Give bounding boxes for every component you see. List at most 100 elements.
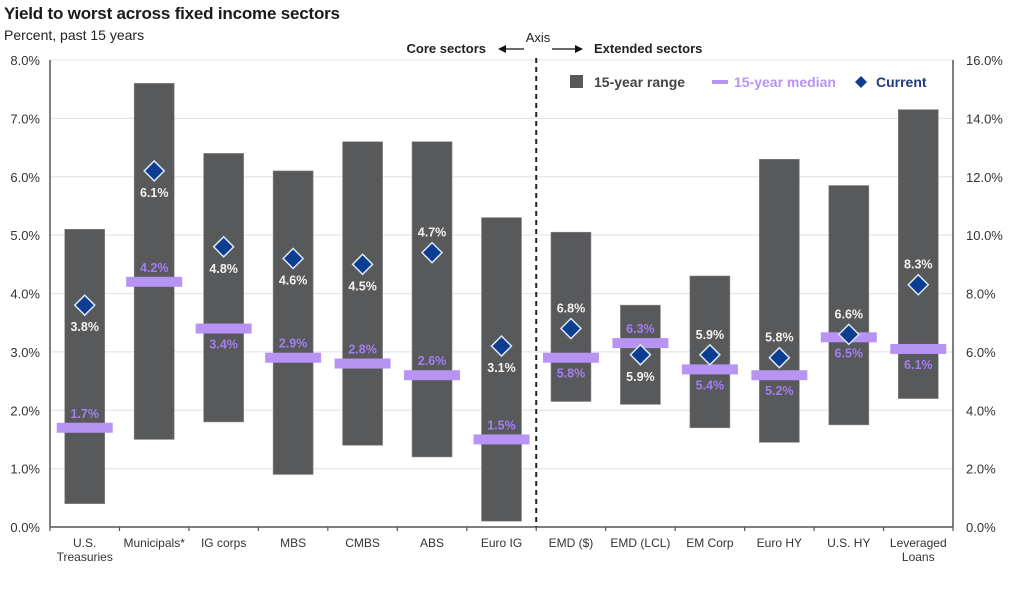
left-axis-tick-label: 2.0% (10, 403, 40, 418)
left-axis-tick-label: 8.0% (10, 53, 40, 68)
left-axis-tick-label: 7.0% (10, 111, 40, 126)
current-label: 6.6% (835, 307, 864, 321)
median-label: 2.8% (348, 343, 377, 357)
current-label: 6.1% (140, 186, 169, 200)
range-bar (64, 228, 106, 504)
median-marker (265, 352, 322, 363)
left-axis-tick-label: 6.0% (10, 170, 40, 185)
legend: 15-year range 15-year median Current (570, 74, 927, 90)
median-marker (334, 358, 391, 369)
range-bar (759, 158, 800, 443)
category-label: U.S. (73, 536, 96, 550)
legend-range-label: 15-year range (594, 74, 685, 90)
median-marker (56, 422, 113, 433)
current-marker (420, 241, 444, 264)
left-arrow-icon (498, 45, 506, 53)
range-bar (828, 185, 870, 426)
median-marker (542, 352, 599, 363)
range-bar (481, 217, 522, 522)
category-label: IG corps (201, 536, 246, 550)
current-markers (73, 159, 930, 369)
left-axis-tick-label: 0.0% (10, 520, 40, 535)
current-marker (837, 323, 860, 346)
range-bar (550, 231, 592, 402)
right-axis-tick-label: 8.0% (966, 287, 996, 302)
axis-annotation: Core sectors Extended sectors Axis (407, 30, 703, 56)
current-marker (351, 253, 374, 276)
category-label: U.S. HY (827, 536, 870, 550)
category-label: EMD ($) (549, 536, 594, 550)
current-label: 3.8% (70, 320, 99, 334)
legend-current-swatch (855, 76, 867, 88)
range-bar (203, 153, 244, 423)
legend-range-swatch (570, 75, 583, 88)
median-marker (126, 276, 183, 287)
current-label: 5.9% (696, 328, 725, 342)
median-marker (751, 370, 808, 381)
legend-current-label: Current (876, 74, 927, 90)
median-label: 3.4% (209, 338, 238, 352)
median-label: 5.2% (765, 384, 794, 398)
current-marker (212, 235, 235, 258)
range-bar (133, 83, 175, 440)
current-label: 8.3% (904, 258, 933, 272)
range-bar (897, 109, 939, 399)
median-marker (195, 323, 252, 334)
median-marker (612, 338, 669, 349)
current-label: 3.1% (487, 361, 516, 375)
category-label: EM Corp (686, 536, 734, 550)
data-labels: 1.7% 3.8% 4.2% 6.1% 3.4% 4.8% 2.9% 4.6% 2.8% 4.5%… (70, 186, 932, 433)
gridlines (50, 59, 953, 470)
right-axis-tick-label: 0.0% (966, 520, 996, 535)
left-axis-tick-label: 4.0% (10, 287, 40, 302)
axis-label: Axis (526, 30, 551, 45)
right-axis-tick-label: 10.0% (966, 228, 1003, 243)
extended-sectors-label: Extended sectors (594, 41, 702, 56)
chart-title: Yield to worst across fixed income secto… (4, 4, 340, 23)
right-axis-tick-label: 16.0% (966, 53, 1003, 68)
category-label: Loans (902, 550, 935, 564)
current-marker (559, 317, 583, 340)
category-label: EMD (LCL) (610, 536, 670, 550)
current-label: 5.8% (765, 331, 794, 345)
current-marker (768, 346, 791, 369)
median-label: 2.6% (418, 354, 447, 368)
legend-median-swatch (712, 80, 728, 84)
right-axis-tick-label: 4.0% (966, 403, 996, 418)
left-axis-tick-label: 5.0% (10, 228, 40, 243)
category-label: Leveraged (890, 536, 947, 550)
range-bar (272, 170, 314, 475)
median-label: 6.5% (835, 346, 864, 360)
category-label: Treasuries (57, 550, 113, 564)
median-label: 4.2% (140, 261, 169, 275)
median-label: 1.5% (487, 418, 516, 432)
median-label: 6.1% (904, 358, 933, 372)
median-marker (681, 364, 738, 375)
right-axis-tick-label: 12.0% (966, 170, 1003, 185)
right-arrow-icon (575, 45, 583, 53)
left-axis-tick-label: 3.0% (10, 345, 40, 360)
right-axis-tick-label: 2.0% (966, 462, 996, 477)
median-marker (404, 370, 461, 381)
category-label: CMBS (345, 536, 380, 550)
current-label: 4.7% (418, 226, 447, 240)
current-marker (907, 273, 930, 296)
current-marker (143, 159, 166, 182)
category-label: Euro IG (481, 536, 522, 550)
range-bar (342, 141, 383, 446)
current-label: 5.9% (626, 370, 655, 384)
range-bars (64, 83, 939, 522)
category-label: MBS (280, 536, 306, 550)
core-sectors-label: Core sectors (407, 41, 486, 56)
range-bar (411, 141, 453, 458)
current-marker (629, 343, 652, 366)
current-marker (698, 343, 721, 366)
median-label: 2.9% (279, 337, 308, 351)
current-marker (73, 294, 96, 317)
legend-median-label: 15-year median (734, 74, 836, 90)
current-marker (490, 334, 513, 358)
category-label: ABS (420, 536, 444, 550)
current-label: 4.5% (348, 279, 377, 293)
median-marker (890, 343, 947, 354)
